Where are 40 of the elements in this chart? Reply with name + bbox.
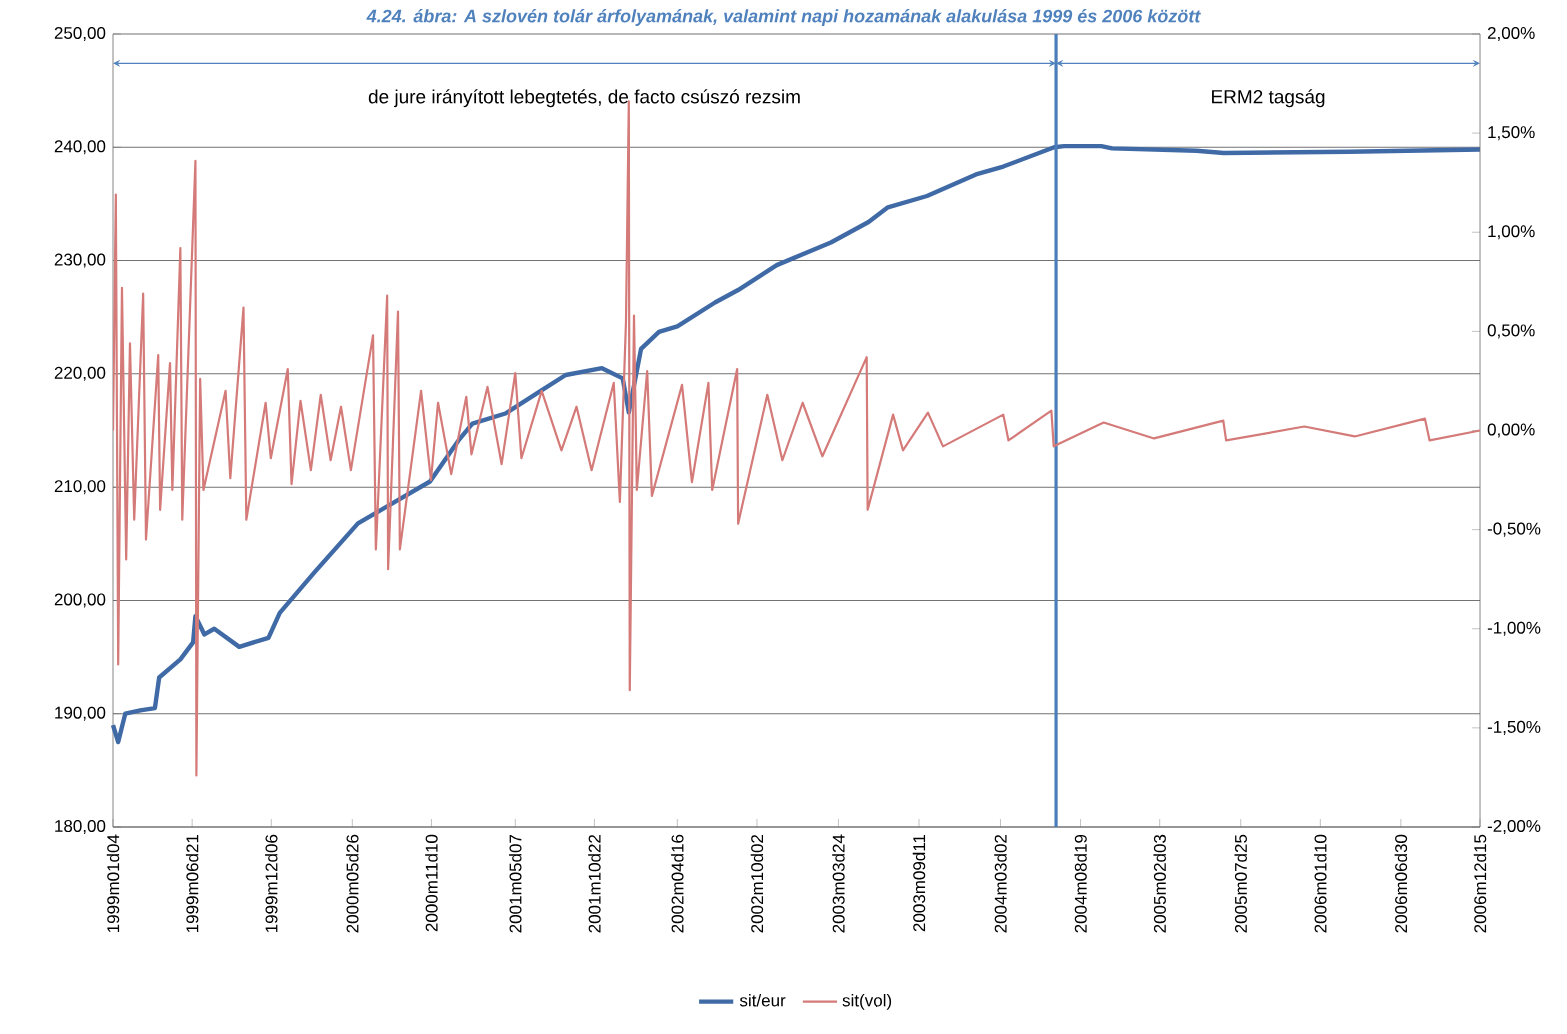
x-tick-label: 2005m07d25	[1234, 834, 1247, 933]
y2-tick-label: -0,50%	[1487, 522, 1541, 537]
x-tick-label: 2006m12d15	[1473, 834, 1487, 933]
y2-tick-label: 0,50%	[1487, 324, 1535, 339]
x-tick-label: 2002m10d02	[750, 834, 764, 933]
y2-tick-label: 1,00%	[1488, 225, 1535, 240]
y-tick-label: 250,00	[54, 26, 106, 42]
x-tick-label: 2003m09d11	[912, 834, 926, 932]
y2-tick-label: 1,50%	[1488, 126, 1535, 141]
annotation: de jure irányított lebegtetés, de facto csúszó rezsim	[368, 89, 800, 108]
x-tick-label: 2004m08d19	[1074, 834, 1087, 933]
y2-tick-label: 0,00%	[1487, 423, 1535, 438]
legend-label: sit(vol)	[842, 993, 892, 1010]
y2-tick-label: -2,00%	[1487, 819, 1541, 835]
x-tick-label: 2001m10d22	[588, 834, 601, 933]
x-tick-label: 2000m05d26	[346, 834, 359, 933]
annotation: ERM2 tagság	[1212, 89, 1325, 108]
x-tick-label: 1999m01d04	[106, 834, 120, 933]
y-tick-label: 230,00	[54, 253, 106, 268]
y-tick-label: 190,00	[55, 706, 106, 721]
x-tick-label: 2004m03d02	[994, 834, 1007, 933]
y-tick-label: 240,00	[54, 140, 106, 155]
y2-tick-label: 2,00%	[1487, 26, 1535, 42]
chart-title: 4.24. ábra: A szlovén tolár árfolyamának, valamint napi hozamának alakulása 1999 és 2006 között	[366, 9, 1201, 26]
y-tick-label: 200,00	[54, 593, 106, 608]
y-tick-label: 210,00	[54, 480, 106, 495]
x-tick-label: 2000m11d10	[425, 834, 438, 932]
x-tick-label: 2005m02d03	[1153, 834, 1166, 933]
y2-tick-label: -1,00%	[1487, 621, 1541, 636]
x-tick-label: 2002m04d16	[671, 834, 684, 933]
x-tick-label: 2001m05d07	[509, 834, 522, 933]
y2-tick-label: -1,50%	[1487, 720, 1541, 735]
y-tick-label: 220,00	[54, 366, 106, 381]
x-tick-label: 2003m03d24	[832, 834, 845, 933]
x-tick-label: 2006m06d30	[1394, 834, 1408, 933]
x-tick-label: 1999m06d21	[185, 834, 199, 933]
y-tick-label: 180,00	[55, 819, 106, 835]
legend-label: sit/eur	[739, 993, 786, 1007]
x-tick-label: 1999m12d06	[265, 834, 278, 933]
x-tick-label: 2006m01d10	[1314, 834, 1327, 933]
